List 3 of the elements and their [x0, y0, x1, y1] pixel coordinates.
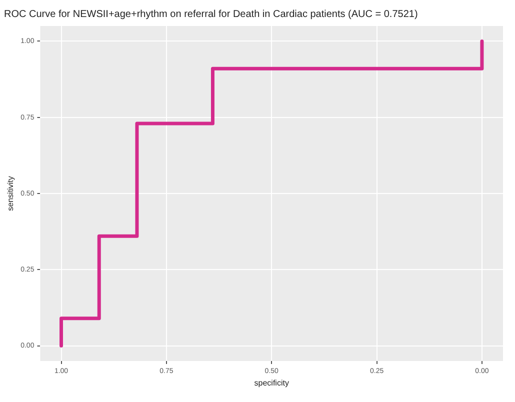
chart-title: ROC Curve for NEWSII+age+rhythm on referral for Death in Cardiac patients (AUC = 0.7521): [4, 8, 418, 20]
y-axis-title: sensitivity: [6, 176, 16, 211]
x-axis-title: specificity: [254, 378, 289, 388]
